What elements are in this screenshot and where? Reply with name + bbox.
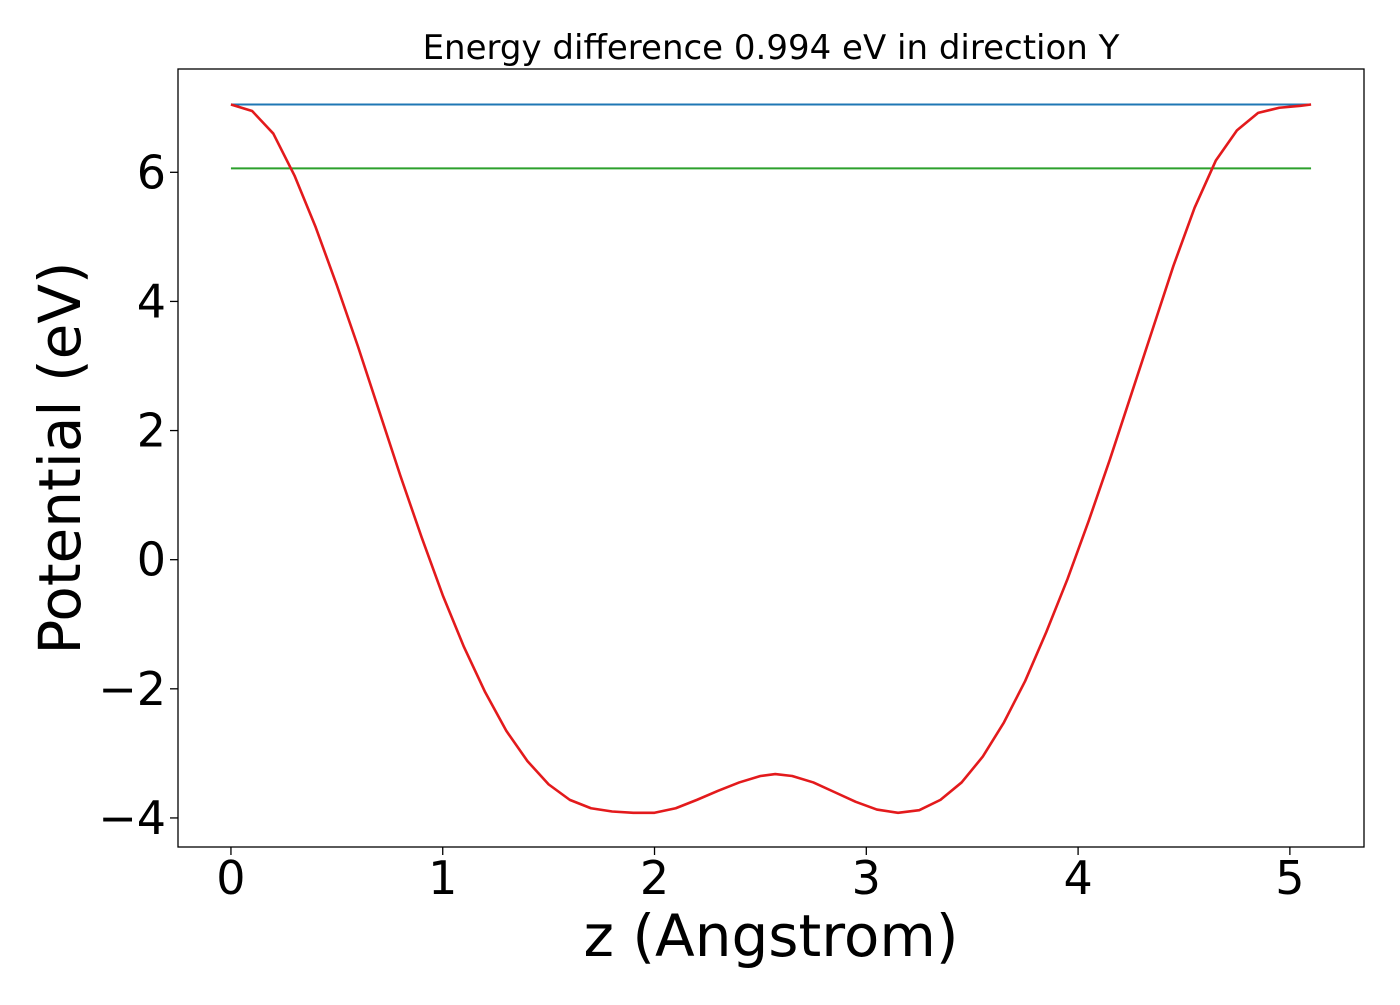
x-axis-ticks: 0 1 2 3 4 5: [216, 847, 1305, 905]
y-tick-label: −4: [98, 791, 166, 845]
series-layer: [230, 103, 1312, 815]
chart-title: Energy difference 0.994 eV in direction …: [423, 28, 1120, 68]
x-tick-label: 2: [640, 851, 669, 905]
x-tick-label: 0: [216, 851, 245, 905]
y-tick-label: 6: [137, 145, 166, 199]
y-tick-label: −2: [98, 662, 166, 716]
x-tick-label: 4: [1063, 851, 1092, 905]
y-tick-label: 0: [137, 533, 166, 587]
x-tick-label: 1: [428, 851, 457, 905]
y-tick-label: 2: [137, 404, 166, 458]
y-axis-ticks: −4 −2 0 2 4 6: [98, 145, 178, 845]
plot-area-frame: [177, 68, 1365, 848]
y-axis-label: Potential (eV): [26, 261, 94, 654]
x-axis-label: z (Angstrom): [584, 902, 959, 970]
y-tick-label: 4: [137, 274, 166, 328]
x-tick-label: 3: [852, 851, 881, 905]
series-line-3: [230, 103, 1312, 815]
x-tick-label: 5: [1275, 851, 1304, 905]
